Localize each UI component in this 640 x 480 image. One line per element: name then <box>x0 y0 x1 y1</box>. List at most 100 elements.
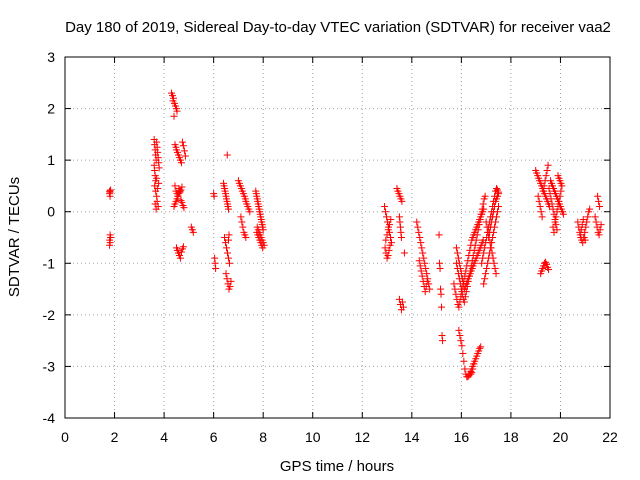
data-point <box>471 241 479 249</box>
data-point <box>155 179 163 187</box>
data-point <box>260 241 268 249</box>
data-point <box>225 205 232 213</box>
data-point <box>545 265 553 273</box>
x-tick-label: 8 <box>259 429 267 445</box>
data-point <box>467 370 475 378</box>
data-point <box>489 213 497 221</box>
data-point <box>577 226 585 234</box>
data-point <box>544 161 552 169</box>
x-tick-label: 0 <box>61 429 69 445</box>
data-point <box>482 218 490 226</box>
data-point <box>468 369 476 377</box>
data-point <box>400 249 408 257</box>
data-point <box>457 270 465 278</box>
data-point <box>586 205 594 213</box>
data-point <box>237 213 245 221</box>
data-point <box>225 254 232 262</box>
data-point <box>549 223 557 231</box>
data-point <box>597 221 605 229</box>
data-point <box>485 234 493 241</box>
data-point <box>178 183 186 191</box>
chart-title: Day 180 of 2019, Sidereal Day-to-day VTE… <box>65 19 611 36</box>
data-point <box>420 254 428 262</box>
data-point <box>178 138 186 146</box>
data-point <box>484 259 492 267</box>
data-point <box>171 182 179 190</box>
data-point <box>534 192 542 200</box>
data-point <box>545 185 553 193</box>
data-point <box>176 187 184 195</box>
data-point <box>487 244 495 252</box>
data-point <box>435 231 443 239</box>
y-tick-label: 2 <box>47 101 55 117</box>
data-point <box>439 337 447 345</box>
data-point <box>558 182 566 190</box>
data-point <box>554 203 562 211</box>
data-point <box>458 342 466 350</box>
data-point <box>413 218 421 226</box>
data-point <box>480 249 488 257</box>
data-point <box>486 239 494 247</box>
data-point <box>481 244 489 252</box>
data-point <box>546 190 554 198</box>
data-point <box>223 244 231 252</box>
data-point <box>489 254 497 262</box>
data-point <box>178 198 186 206</box>
data-point <box>227 277 235 285</box>
data-point <box>106 231 114 239</box>
data-point <box>553 208 561 216</box>
data-point <box>415 228 423 236</box>
data-point <box>540 182 548 190</box>
data-point <box>212 264 220 272</box>
data-point <box>477 210 485 218</box>
data-point <box>385 246 393 254</box>
data-point <box>476 344 484 352</box>
data-point <box>474 226 482 234</box>
data-point <box>437 290 445 298</box>
data-point <box>386 221 394 229</box>
plot-frame <box>64 56 611 419</box>
data-point <box>483 223 491 231</box>
data-point <box>106 241 114 249</box>
data-point <box>491 264 499 272</box>
data-point <box>421 288 429 296</box>
data-point <box>246 208 254 216</box>
data-point <box>549 205 557 213</box>
data-point <box>176 254 184 262</box>
y-tick-label: 1 <box>47 152 55 168</box>
data-point <box>461 365 469 373</box>
data-point <box>457 337 465 345</box>
x-tick-label: 16 <box>454 429 470 445</box>
x-tick-label: 22 <box>602 429 618 445</box>
data-point <box>451 285 459 293</box>
y-tick-label: -1 <box>43 255 56 271</box>
data-point <box>173 107 181 115</box>
data-point <box>421 259 429 267</box>
data-point <box>222 270 230 278</box>
data-point <box>473 231 481 239</box>
data-point <box>384 252 392 260</box>
data-point <box>221 234 229 241</box>
data-point <box>452 244 460 252</box>
data-point <box>154 185 162 193</box>
data-point <box>459 350 467 358</box>
data-point <box>595 231 603 239</box>
data-point <box>595 197 603 205</box>
data-point <box>596 203 604 211</box>
data-point <box>552 213 560 221</box>
data-point <box>488 249 496 257</box>
data-point <box>387 215 395 223</box>
data-point <box>548 200 556 208</box>
data-point <box>381 203 389 211</box>
data-point <box>170 112 178 120</box>
data-point <box>559 210 567 218</box>
data-point <box>177 159 185 167</box>
data-point <box>386 241 394 249</box>
data-point <box>107 186 115 194</box>
data-point <box>416 234 424 241</box>
data-point <box>450 280 458 288</box>
y-axis-label: SDTVAR / TECUs <box>6 177 23 297</box>
data-point <box>490 259 498 267</box>
data-point <box>423 270 431 278</box>
data-point <box>541 177 549 185</box>
